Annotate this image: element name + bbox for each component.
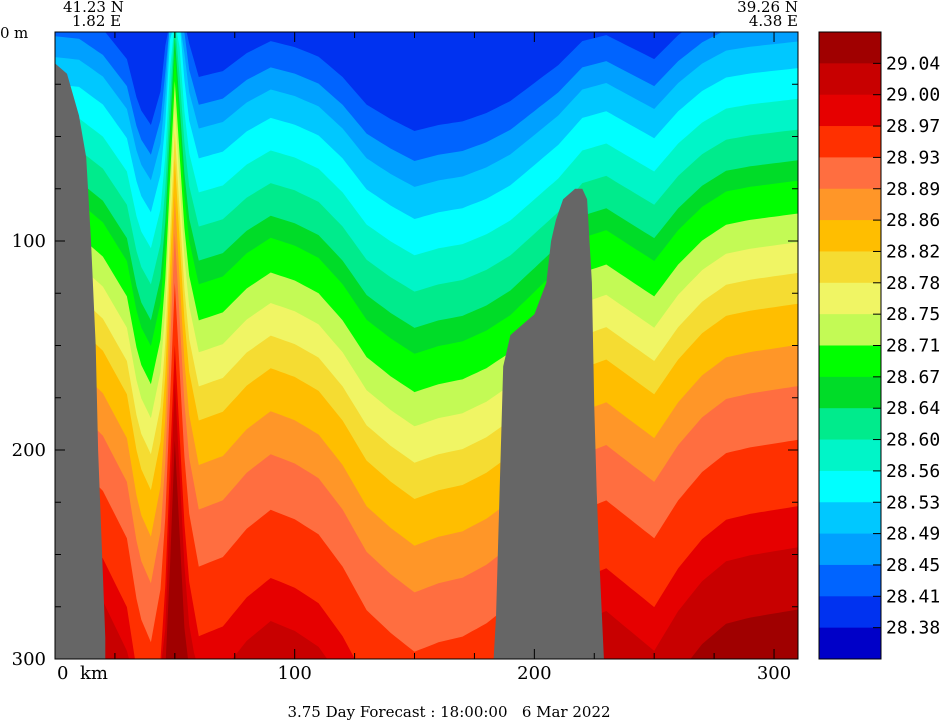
colorbar-label: 28.82 bbox=[886, 241, 940, 262]
colorbar-swatch bbox=[819, 596, 881, 629]
seafloor-mask bbox=[55, 63, 604, 659]
colorbar-label: 28.93 bbox=[886, 147, 940, 168]
colorbar-label: 28.67 bbox=[886, 367, 940, 388]
colorbar-label: 28.53 bbox=[886, 492, 940, 513]
colorbar-swatch bbox=[819, 220, 881, 252]
colorbar-swatch bbox=[819, 408, 881, 441]
colorbar-swatch bbox=[819, 376, 881, 409]
colorbar-label: 28.71 bbox=[886, 336, 940, 357]
colorbar-swatch bbox=[819, 564, 881, 597]
x-tick-label: 300 bbox=[757, 663, 791, 684]
corner-left-lat: 41.23 N bbox=[63, 0, 124, 16]
x-tick-label: 200 bbox=[517, 663, 551, 684]
y-tick-labels: 0 100 200 300 bbox=[0, 24, 46, 670]
colorbar-swatch bbox=[819, 439, 881, 472]
colorbar-label: 28.86 bbox=[886, 210, 940, 231]
colorbar-swatch bbox=[819, 251, 881, 284]
corner-right-lat: 39.26 N bbox=[737, 0, 798, 16]
colorbar-label: 28.60 bbox=[886, 430, 940, 451]
colorbar-label: 28.64 bbox=[886, 398, 940, 419]
colorbar-swatch bbox=[819, 32, 881, 64]
x-tick-labels: 0 100 200 300 bbox=[57, 663, 791, 684]
y-tick-label: 0 bbox=[0, 24, 10, 42]
colorbar-swatch bbox=[819, 94, 881, 127]
x-tick-label: 100 bbox=[277, 663, 311, 684]
x-tick-label: 0 bbox=[57, 663, 68, 684]
colorbar-swatch bbox=[819, 345, 881, 378]
colorbar-swatch bbox=[819, 533, 881, 566]
colorbar-swatch bbox=[819, 282, 881, 315]
colorbar-labels: 29.04 29.00 28.97 28.93 28.89 28.86 28.82 28.78… bbox=[873, 53, 940, 639]
colorbar-label: 28.38 bbox=[886, 618, 940, 639]
y-unit-label: m bbox=[14, 24, 28, 42]
y-tick-label: 100 bbox=[12, 231, 46, 252]
x-unit-label: km bbox=[80, 663, 108, 684]
colorbar bbox=[819, 32, 881, 660]
corner-right-lon: 4.38 E bbox=[749, 12, 798, 30]
colorbar-label: 28.97 bbox=[886, 116, 940, 137]
colorbar-label: 28.41 bbox=[886, 586, 940, 607]
colorbar-label: 28.78 bbox=[886, 273, 940, 294]
colorbar-swatch bbox=[819, 470, 881, 503]
forecast-footer: 3.75 Day Forecast : 18:00:00 6 Mar 2022 bbox=[287, 703, 610, 721]
colorbar-swatch bbox=[819, 63, 881, 96]
colorbar-swatch bbox=[819, 157, 881, 190]
plot-area bbox=[55, 32, 798, 659]
colorbar-label: 29.04 bbox=[886, 53, 940, 74]
colorbar-swatch bbox=[819, 627, 881, 660]
contour-band-18 bbox=[105, 32, 683, 131]
y-tick-label: 200 bbox=[12, 440, 46, 461]
contour-bands bbox=[55, 32, 798, 659]
colorbar-label: 28.45 bbox=[886, 555, 940, 576]
colorbar-label: 28.75 bbox=[886, 304, 940, 325]
colorbar-label: 28.56 bbox=[886, 461, 940, 482]
colorbar-label: 29.00 bbox=[886, 85, 940, 106]
colorbar-label: 28.49 bbox=[886, 524, 940, 545]
colorbar-swatch bbox=[819, 502, 881, 535]
colorbar-swatch bbox=[819, 188, 881, 221]
colorbar-swatch bbox=[819, 314, 881, 346]
colorbar-label: 28.89 bbox=[886, 179, 940, 200]
colorbar-swatch bbox=[819, 126, 881, 158]
y-tick-label: 300 bbox=[12, 649, 46, 670]
corner-left-lon: 1.82 E bbox=[72, 12, 121, 30]
axis-ticks bbox=[54, 31, 798, 660]
